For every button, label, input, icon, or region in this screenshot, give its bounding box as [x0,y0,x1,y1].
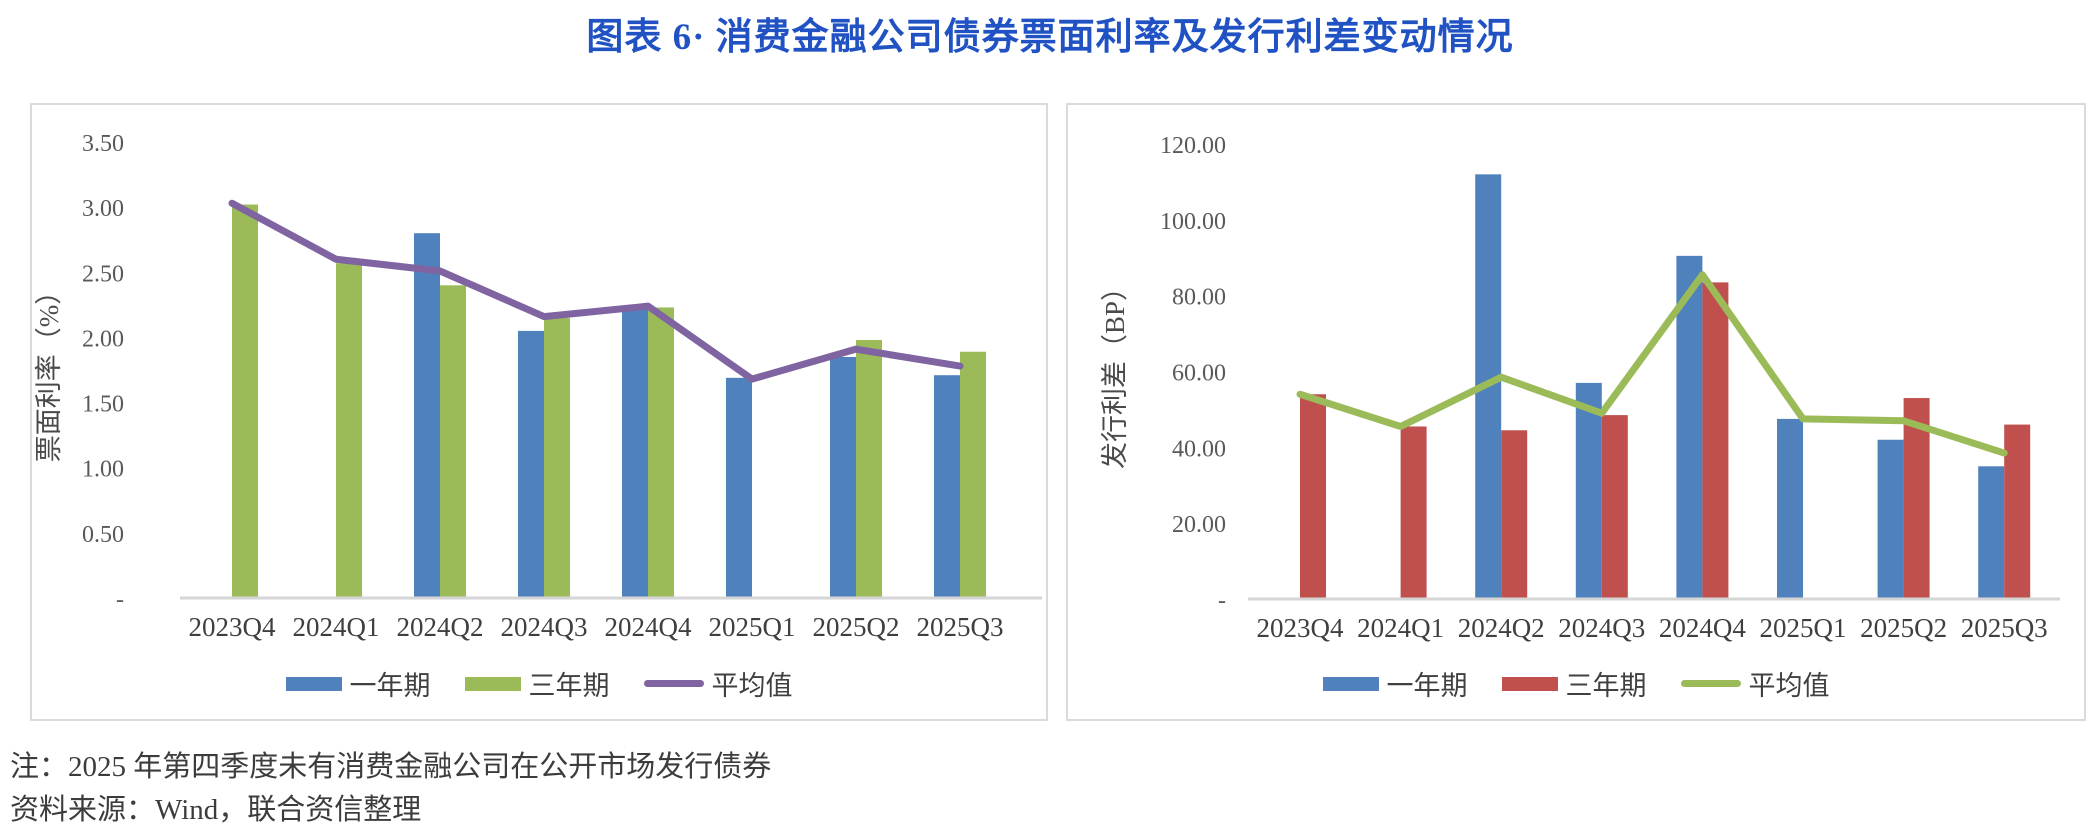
legend-label: 平均值 [1748,671,1830,701]
legend-bar-swatch [1322,676,1379,691]
bar-三年期-2024Q1 [336,263,362,598]
legend-item-一年期: 一年期 [1322,664,1468,703]
coupon-rate-legend: 一年期 三年期 平均值 [32,664,1046,703]
y-tick-label: 100.00 [1160,209,1226,235]
issuance-spread-panel: 120.00 100.00 80.00 60.00 40.00 20.00 - 发行利差（BP… [1066,103,2086,721]
y-tick-label: 1.00 [82,457,124,483]
line-平均值 [1296,271,2008,457]
legend-bar-swatch [464,676,521,691]
source-line: 资料来源：Wind，联合资信整理 [10,794,422,826]
bar-三年期-2023Q4 [232,204,258,598]
y-tick-label: 20.00 [1172,512,1226,538]
bar-一年期-2025Q3 [1978,466,2005,599]
x-tick-label: 2025Q1 [1760,613,1847,643]
y-tick-label: 80.00 [1172,285,1226,311]
coupon-rate-panel: 3.50 3.00 2.50 2.00 1.50 1.00 0.50 - 票面利率（%） 2023… [30,103,1048,721]
bar-三年期-2024Q1 [1400,426,1427,599]
x-tick-label: 2024Q2 [1458,613,1545,643]
y-axis-title: 票面利率（%） [34,278,64,463]
bar-三年期-2025Q3 [960,351,986,598]
legend-item-平均值: 平均值 [643,664,793,703]
x-tick-label: 2024Q2 [397,612,484,642]
legend-label: 平均值 [711,671,793,701]
y-tick-label: 2.50 [82,261,124,287]
line-平均值 [228,199,964,383]
bar-三年期-2024Q3 [544,317,570,598]
bar-一年期-2024Q4 [1676,255,1703,599]
legend-bar-swatch [1501,676,1558,691]
y-axis-title: 发行利差（BP） [1100,274,1130,469]
x-tick-label: 2025Q2 [813,612,900,642]
bar-一年期-2025Q2 [830,356,856,598]
y-tick-label: - [1218,588,1226,614]
bar-一年期-2024Q4 [622,308,648,598]
bar-三年期-2024Q2 [1501,430,1528,599]
legend-label: 一年期 [1386,671,1468,701]
x-tick-label: 2024Q4 [605,612,692,642]
x-tick-label: 2024Q3 [1558,613,1645,643]
bar-一年期-2025Q3 [934,375,960,598]
y-tick-label: 0.50 [82,522,124,548]
y-tick-label: 120.00 [1160,133,1226,159]
legend-item-三年期: 三年期 [1501,664,1647,703]
x-tick-label: 2025Q3 [917,612,1004,642]
note-line: 注：2025 年第四季度未有消费金融公司在公开市场发行债券 [10,751,772,783]
x-tick-label: 2024Q3 [501,612,588,642]
bar-三年期-2023Q4 [1300,394,1326,599]
x-tick-label: 2023Q4 [1257,613,1344,643]
legend-line-swatch [1680,680,1741,687]
y-tick-label: 1.50 [82,392,124,418]
bar-三年期-2024Q3 [1601,415,1628,599]
y-tick-label: - [116,587,124,613]
x-tick-label: 2025Q3 [1961,613,2048,643]
y-tick-label: 60.00 [1172,361,1226,387]
bar-三年期-2025Q2 [1903,398,1930,599]
legend-item-平均值: 平均值 [1680,664,1830,703]
y-tick-label: 3.00 [82,196,124,222]
legend-line-swatch [643,680,704,687]
bar-三年期-2024Q2 [440,285,466,598]
x-tick-label: 2024Q1 [293,612,380,642]
bar-一年期-2025Q2 [1877,439,1904,599]
bar-三年期-2024Q4 [1702,282,1729,599]
chart-title: 图表 6· 消费金融公司债券票面利率及发行利差变动情况 [586,17,1514,58]
bar-一年期-2024Q3 [518,330,544,598]
legend-label: 三年期 [1565,671,1647,701]
y-tick-label: 40.00 [1172,436,1226,462]
bar-三年期-2025Q2 [856,340,882,598]
legend-label: 一年期 [349,671,431,701]
x-tick-label: 2025Q2 [1860,613,1947,643]
y-tick-label: 3.50 [82,131,124,157]
coupon-rate-chart: 3.50 3.00 2.50 2.00 1.50 1.00 0.50 - 票面利率（%） 2023… [34,131,1042,642]
legend-item-一年期: 一年期 [285,664,431,703]
x-tick-label: 2024Q4 [1659,613,1746,643]
x-tick-label: 2024Q1 [1357,613,1444,643]
x-tick-label: 2023Q4 [189,612,276,642]
issuance-spread-chart: 120.00 100.00 80.00 60.00 40.00 20.00 - 发行利差（BP… [1100,133,2060,643]
x-tick-label: 2025Q1 [709,612,796,642]
bar-一年期-2025Q1 [726,377,752,598]
issuance-spread-legend: 一年期 三年期 平均值 [1068,664,2084,703]
footnotes: 注：2025 年第四季度未有消费金融公司在公开市场发行债券 资料来源：Wind，… [10,746,771,832]
legend-item-三年期: 三年期 [464,664,610,703]
bar-一年期-2025Q1 [1777,418,1803,599]
legend-label: 三年期 [528,671,610,701]
bar-一年期-2024Q2 [414,233,440,598]
bar-一年期-2024Q3 [1575,382,1602,599]
y-tick-label: 2.00 [82,326,124,352]
legend-bar-swatch [285,676,342,691]
bar-三年期-2024Q4 [648,307,674,598]
bar-三年期-2025Q3 [2004,424,2031,599]
